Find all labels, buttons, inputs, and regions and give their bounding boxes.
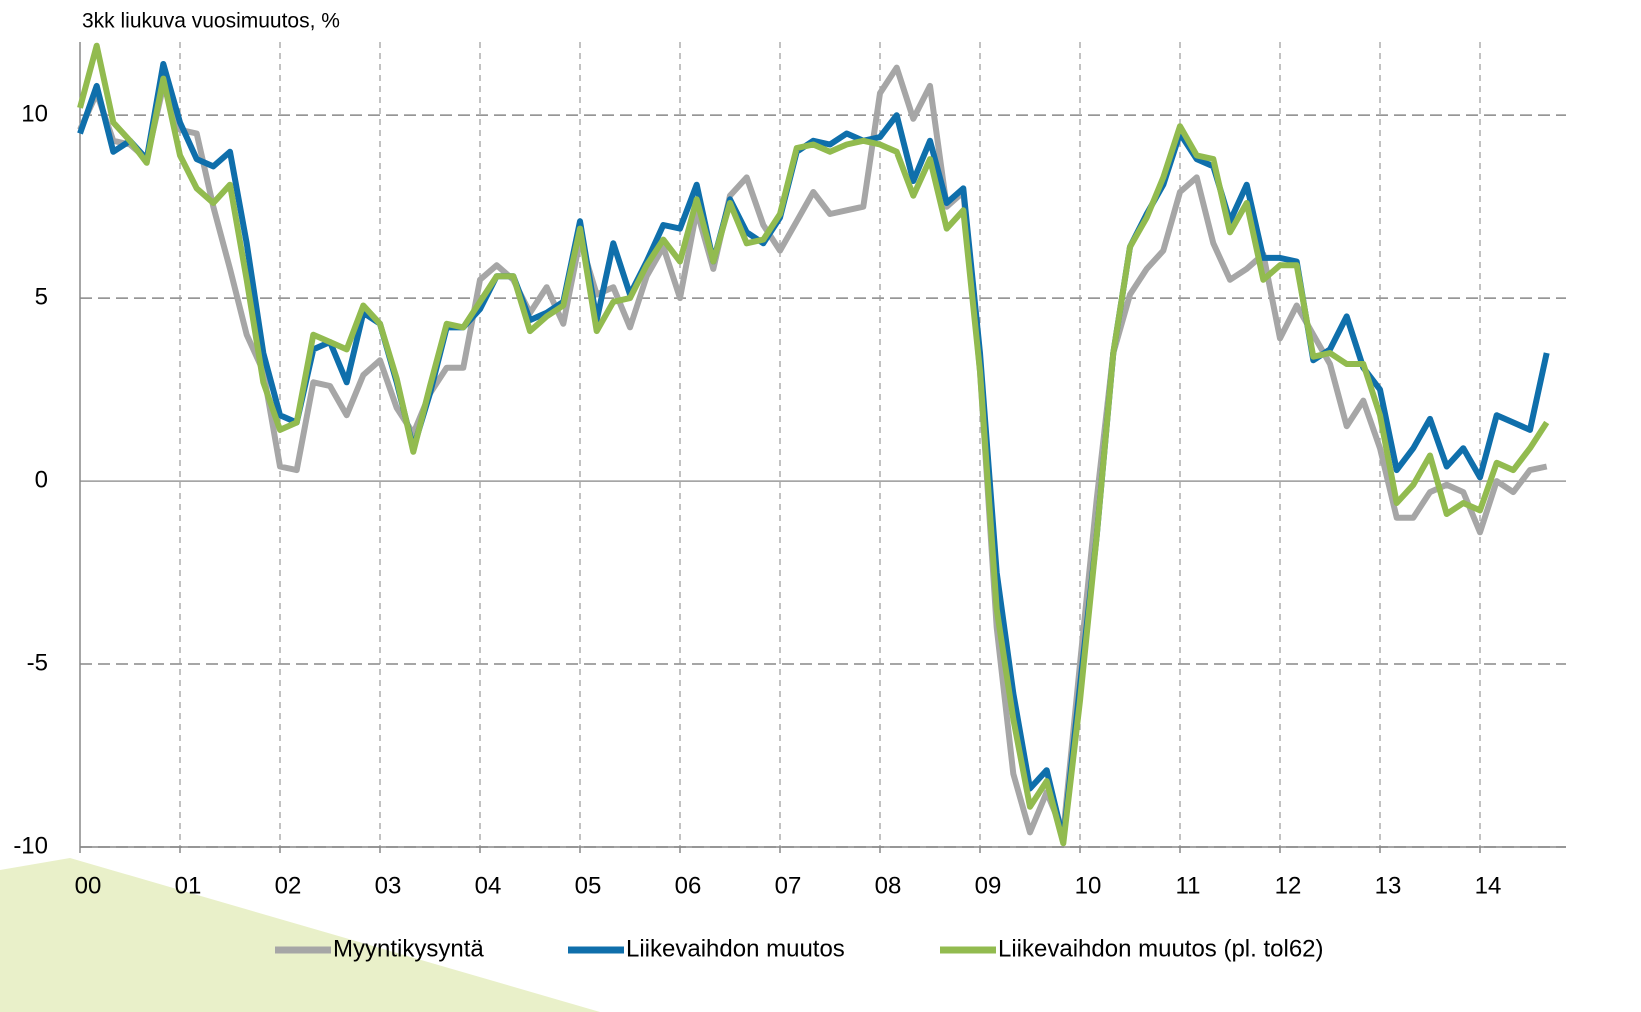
x-tick-label: 09: [975, 872, 1002, 899]
y-tick-label: 5: [35, 283, 48, 310]
x-tick-label: 07: [775, 872, 802, 899]
legend-label: Liikevaihdon muutos (pl. tol62): [998, 935, 1324, 962]
x-tick-label: 05: [575, 872, 602, 899]
x-tick-label: 06: [675, 872, 702, 899]
x-tick-label: 01: [175, 872, 202, 899]
x-tick-label: 00: [75, 872, 102, 899]
legend-label: Myyntikysyntä: [333, 935, 484, 962]
x-tick-label: 12: [1275, 872, 1302, 899]
decoration: [0, 858, 600, 1012]
series-line: [77, 42, 1550, 847]
x-tick-label: 10: [1075, 872, 1102, 899]
x-tick-label: 03: [375, 872, 402, 899]
series-line: [77, 64, 1548, 836]
y-axis-label: 3kk liukuva vuosimuutos, %: [82, 10, 340, 33]
x-tick-label: 02: [275, 872, 302, 899]
x-tick-label: 11: [1176, 872, 1201, 899]
x-tick-label: 04: [475, 872, 502, 899]
y-tick-label: 10: [21, 101, 48, 128]
x-tick-label: 14: [1475, 872, 1502, 899]
y-tick-label: -5: [27, 649, 48, 676]
y-tick-label: 0: [35, 466, 48, 493]
x-tick-label: 08: [875, 872, 902, 899]
y-tick-label: -10: [13, 832, 48, 859]
legend-label: Liikevaihdon muutos: [626, 935, 845, 962]
x-tick-label: 13: [1375, 872, 1402, 899]
